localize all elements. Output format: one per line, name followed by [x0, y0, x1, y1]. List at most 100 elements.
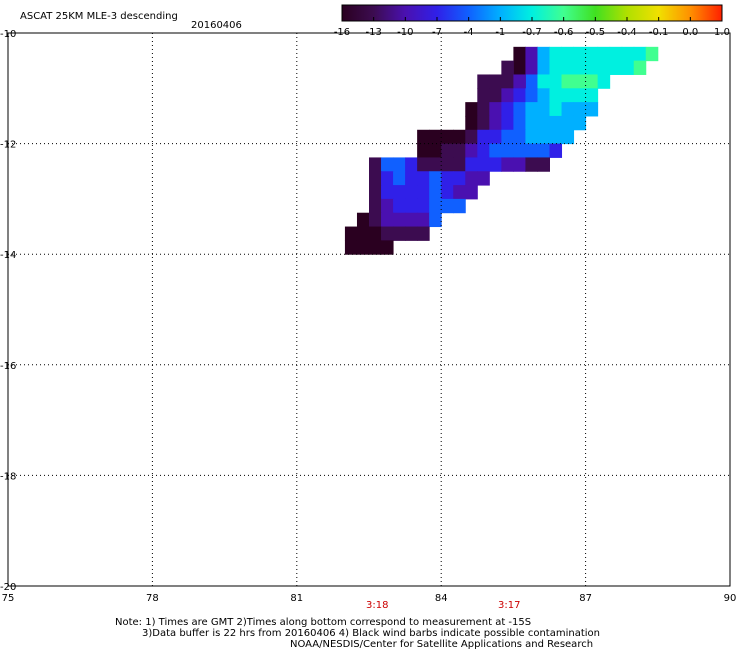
swath-cell [453, 171, 466, 186]
swath-cell [549, 46, 563, 62]
swath-cell [429, 171, 442, 186]
swath-cell [525, 46, 538, 62]
swath-cell [597, 46, 611, 62]
swath-cell [489, 115, 502, 131]
swath-cell [501, 60, 514, 75]
swath-cell [561, 129, 575, 145]
lon-tick-label: 81 [290, 593, 303, 604]
swath-cell [356, 212, 370, 228]
swath-cell [477, 157, 490, 172]
swath-cell [369, 212, 382, 228]
swath-cell [561, 60, 575, 75]
swath-cell [561, 88, 575, 103]
swath-cell [429, 143, 442, 158]
swath-cell [489, 157, 502, 172]
swath-cell [429, 198, 442, 214]
swath-cell [477, 143, 490, 158]
swath-cell [609, 46, 623, 62]
swath-cell [501, 143, 514, 158]
swath-cell [573, 74, 587, 89]
swath-cell [501, 157, 514, 172]
swath-cell [525, 143, 538, 158]
swath-cell [417, 157, 430, 172]
swath-cell [537, 88, 550, 103]
swath-cell [525, 115, 538, 131]
swath-cell [453, 157, 466, 172]
swath-cell [453, 143, 466, 158]
swath-cell [453, 129, 466, 145]
swath-cell [537, 129, 550, 145]
swath-cell [561, 74, 575, 89]
swath-cell [597, 60, 611, 75]
swath-cell [525, 157, 538, 172]
swath-cell [633, 60, 647, 75]
swath-cell [525, 88, 538, 103]
swath-cell [417, 185, 430, 200]
swath-cell [453, 198, 466, 214]
swath-cell [477, 102, 490, 117]
swath-cell [537, 74, 550, 89]
map-title: ASCAT 25KM MLE-3 descending [20, 11, 178, 22]
swath-cell [381, 171, 394, 186]
swath-cell [585, 74, 599, 89]
swath-cell [405, 171, 418, 186]
lon-tick-label: 90 [724, 593, 737, 604]
swath-cell [465, 129, 478, 145]
swath-cell [356, 240, 370, 255]
swath-cell [645, 46, 659, 62]
swath-cell [501, 88, 514, 103]
swath-cell [441, 129, 454, 145]
swath-cell [477, 74, 490, 89]
swath-cell [573, 102, 587, 117]
swath-cell [477, 88, 490, 103]
swath-cells [344, 46, 659, 255]
swath-cell [573, 115, 587, 131]
swath-cell [429, 212, 442, 228]
swath-cell [513, 102, 526, 117]
swath-cell [549, 88, 563, 103]
note-line-1: Note: 1) Times are GMT 2)Times along bot… [115, 617, 532, 628]
swath-cell [621, 46, 635, 62]
swath-cell [573, 46, 587, 62]
swath-cell [477, 171, 490, 186]
swath-cell [537, 60, 550, 75]
swath-cell [465, 157, 478, 172]
swath-cell [405, 157, 418, 172]
swath-cell [441, 171, 454, 186]
swath-cell [417, 212, 430, 228]
swath-cell [573, 60, 587, 75]
lon-tick-label: 84 [435, 593, 448, 604]
swath-cell [381, 157, 394, 172]
lat-tick-label: -16 [0, 361, 16, 372]
swath-cell [513, 46, 526, 62]
swath-cell [369, 226, 382, 241]
swath-cell [453, 185, 466, 200]
swath-cell [417, 226, 430, 241]
swath-cell [344, 240, 358, 255]
lat-lon-grid [7, 32, 731, 587]
time-label-1: 3:18 [366, 600, 389, 611]
time-label-2: 3:17 [498, 600, 521, 611]
swath-cell [441, 143, 454, 158]
plot-frame [7, 32, 731, 587]
swath-cell [489, 143, 502, 158]
swath-cell [393, 185, 406, 200]
swath-cell [417, 171, 430, 186]
swath-cell [477, 115, 490, 131]
swath-cell [501, 102, 514, 117]
swath-cell [549, 115, 563, 131]
swath-cell [621, 60, 635, 75]
swath-cell [549, 143, 563, 158]
swath-cell [501, 74, 514, 89]
swath-cell [597, 74, 611, 89]
swath-cell [549, 102, 563, 117]
swath-cell [465, 185, 478, 200]
swath-cell [537, 46, 550, 62]
swath-cell [501, 129, 514, 145]
swath-cell [489, 88, 502, 103]
swath-cell [405, 185, 418, 200]
swath-cell [393, 157, 406, 172]
swath-cell [465, 102, 478, 117]
swath-cell [429, 157, 442, 172]
